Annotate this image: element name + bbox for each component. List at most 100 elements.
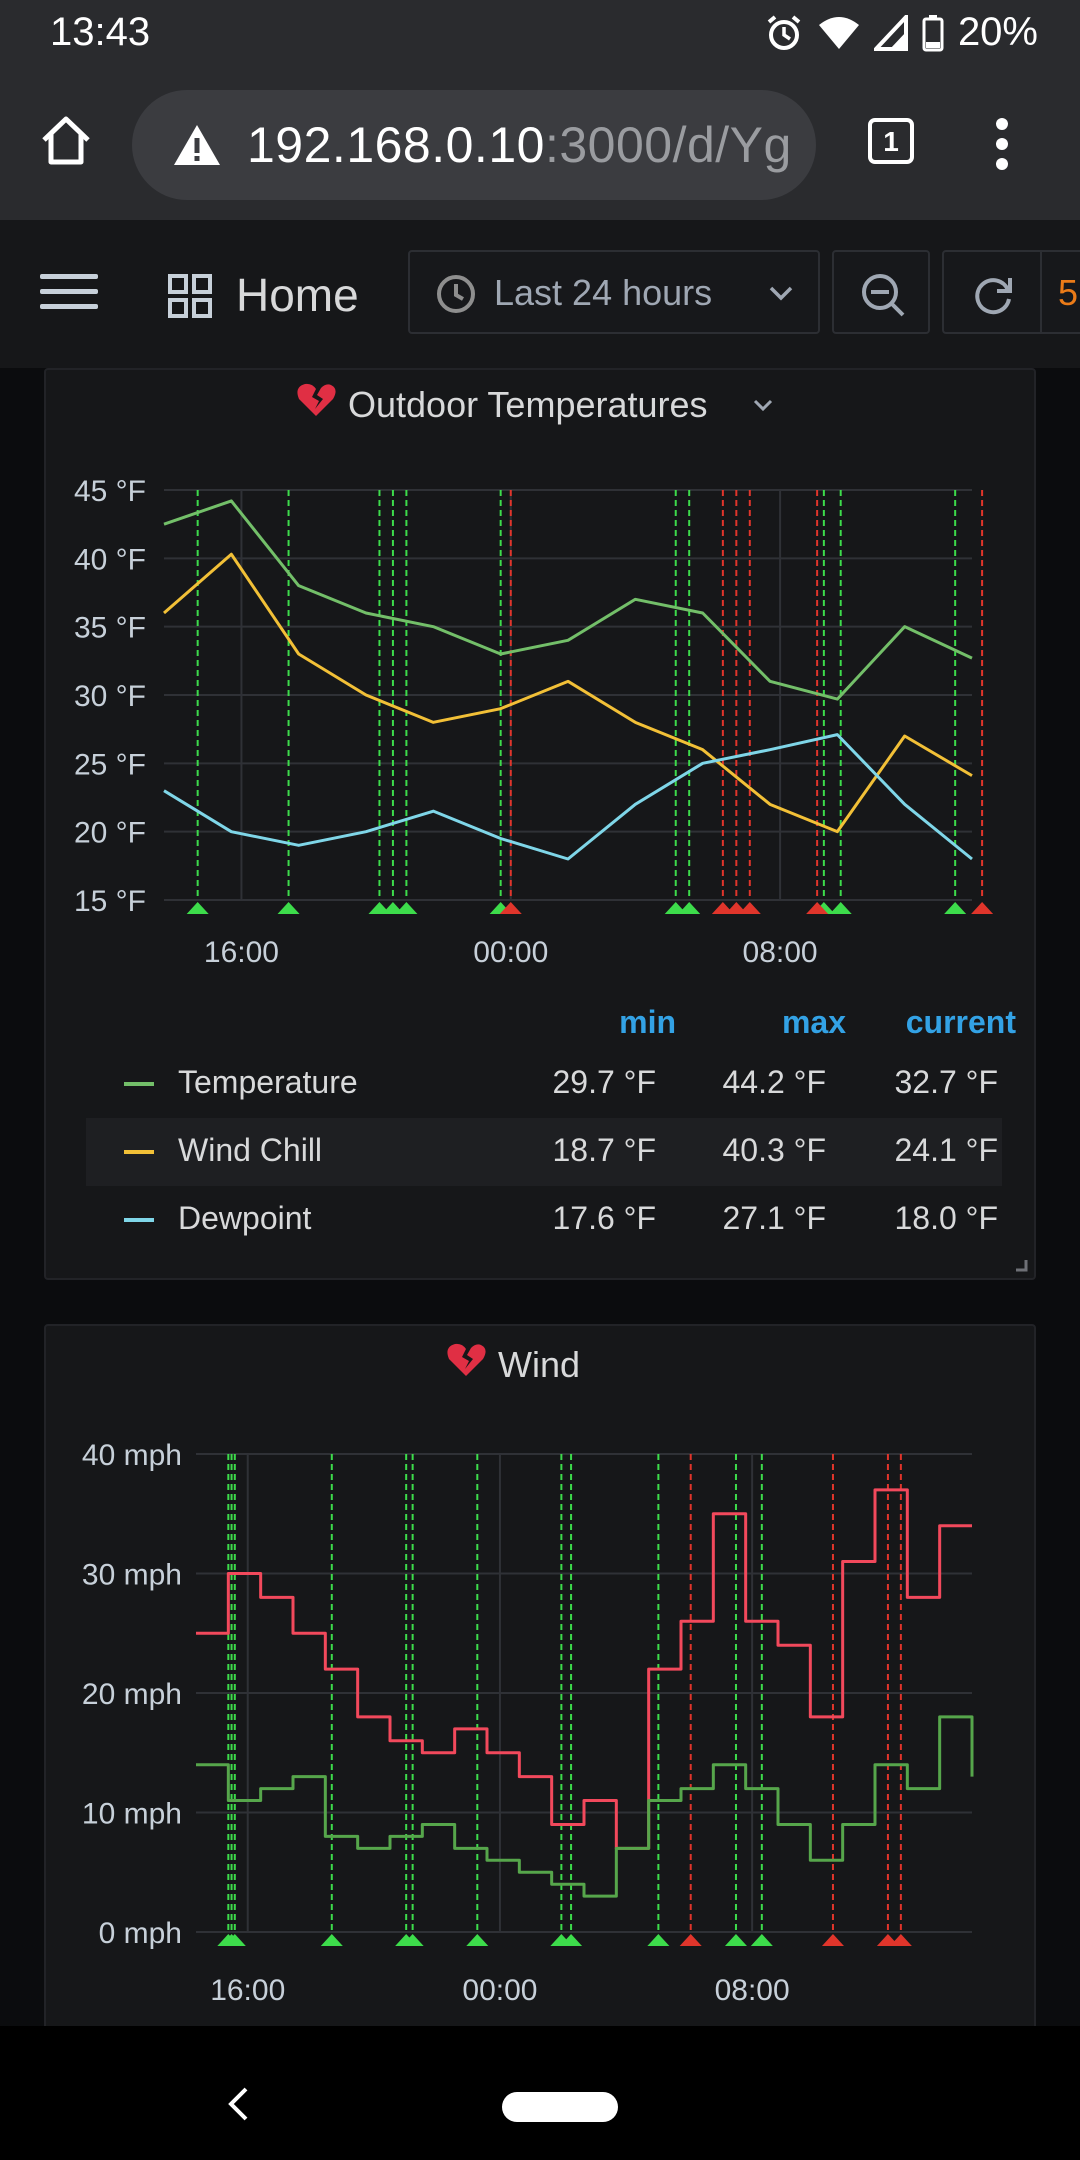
battery-percent: 20% xyxy=(957,10,1038,54)
alert-bad-marker xyxy=(499,902,522,914)
url-path: :3000/d/Yg xyxy=(544,117,792,173)
legend-current: 24.1 °F xyxy=(894,1132,998,1168)
y-tick-label: 25 °F xyxy=(74,748,146,781)
series-line-1 xyxy=(163,499,973,701)
x-tick-label: 08:00 xyxy=(715,1974,790,2007)
legend-row-wind-chill[interactable]: Wind Chill 18.7 °F 40.3 °F 24.1 °F xyxy=(86,1118,1002,1186)
home-icon[interactable] xyxy=(38,112,94,168)
legend-current: 32.7 °F xyxy=(894,1064,998,1100)
legend-series-name: Temperature xyxy=(178,1064,358,1100)
time-range-label: Last 24 hours xyxy=(494,272,713,313)
alert-ok-marker xyxy=(223,1934,246,1946)
y-tick-label: 0 mph xyxy=(99,1917,182,1950)
y-tick-label: 20 °F xyxy=(74,817,146,850)
alert-ok-marker xyxy=(944,902,967,914)
alert-bad-marker xyxy=(821,1934,844,1946)
y-tick-label: 15 °F xyxy=(74,885,146,918)
y-tick-label: 35 °F xyxy=(74,612,146,645)
alert-ok-marker xyxy=(395,902,418,914)
alert-ok-marker xyxy=(560,1934,583,1946)
series-line-2 xyxy=(163,552,973,834)
more-vert-icon[interactable] xyxy=(980,116,1024,172)
url-host: 192.168.0.10 xyxy=(247,117,545,173)
x-tick-label: 08:00 xyxy=(743,936,818,969)
signal-icon xyxy=(873,14,908,51)
alert-ok-marker xyxy=(647,1934,670,1946)
legend-series-name: Dewpoint xyxy=(178,1200,312,1236)
android-nav-bar xyxy=(0,2026,1080,2160)
clock-icon xyxy=(437,275,475,313)
legend-series-name: Wind Chill xyxy=(178,1132,323,1168)
legend-max: 27.1 °F xyxy=(722,1200,826,1236)
legend-swatch xyxy=(124,1150,154,1154)
legend-max: 40.3 °F xyxy=(722,1132,826,1168)
alert-ok-marker xyxy=(750,1934,773,1946)
dashboard-title[interactable]: Home xyxy=(236,269,359,321)
alert-ok-marker xyxy=(678,902,701,914)
time-range-picker[interactable]: Last 24 hours xyxy=(408,250,820,334)
y-tick-label: 30 °F xyxy=(74,680,146,713)
legend-swatch xyxy=(124,1218,154,1222)
refresh-interval[interactable]: 5 xyxy=(1058,272,1079,313)
series-line-3 xyxy=(163,733,973,861)
temperature-chart[interactable]: 15 °F 20 °F 25 °F 30 °F 35 °F 40 °F 45 °F 16:00… xyxy=(46,370,1034,990)
y-tick-label: 45 °F xyxy=(74,475,146,508)
legend-swatch xyxy=(124,1082,154,1086)
legend-current: 18.0 °F xyxy=(894,1200,998,1236)
menu-icon[interactable] xyxy=(40,272,98,312)
wind-panel: Wind 0 mph 10 mph 20 mph 30 mph 40 mph 16:00 0… xyxy=(44,1324,1036,2084)
url-bar[interactable]: 192.168.0.10:3000/d/Yg xyxy=(132,90,816,200)
alert-ok-marker xyxy=(320,1934,343,1946)
x-tick-label: 00:00 xyxy=(462,1974,537,2007)
broken-heart-icon xyxy=(297,383,336,416)
alert-ok-marker xyxy=(186,902,209,914)
status-bar: 13:43 20% xyxy=(0,0,1080,68)
home-gesture-pill[interactable] xyxy=(502,2092,618,2122)
legend-min: 29.7 °F xyxy=(552,1064,656,1100)
alert-ok-marker xyxy=(829,902,852,914)
panel-title[interactable]: Wind xyxy=(498,1344,581,1385)
alert-ok-marker xyxy=(401,1934,424,1946)
legend-header-max[interactable]: max xyxy=(781,1004,846,1040)
back-icon[interactable] xyxy=(226,2086,250,2122)
alert-bad-marker xyxy=(971,902,994,914)
alert-ok-marker xyxy=(277,902,300,914)
broken-heart-icon xyxy=(447,1343,486,1376)
alert-ok-marker xyxy=(466,1934,489,1946)
y-tick-label: 20 mph xyxy=(82,1678,182,1711)
refresh-button[interactable]: 5 xyxy=(942,250,1080,334)
alarm-icon xyxy=(767,14,801,50)
alert-bad-marker xyxy=(679,1934,702,1946)
alert-ok-marker xyxy=(724,1934,747,1946)
y-tick-label: 40 mph xyxy=(82,1439,182,1472)
y-tick-label: 40 °F xyxy=(74,543,146,576)
status-time: 13:43 xyxy=(50,10,151,54)
warning-icon xyxy=(174,125,220,165)
temperature-panel: Outdoor Temperatures 15 °F 20 °F 25 °F 30 °… xyxy=(44,368,1036,1280)
y-tick-label: 30 mph xyxy=(82,1559,182,1592)
alert-bad-marker xyxy=(738,902,761,914)
series-line-2 xyxy=(196,1715,974,1898)
resize-handle-icon[interactable] xyxy=(1014,1258,1028,1272)
alert-bad-marker xyxy=(889,1934,912,1946)
x-tick-label: 16:00 xyxy=(210,1974,285,2007)
zoom-out-button[interactable] xyxy=(832,250,930,334)
y-tick-label: 10 mph xyxy=(82,1798,182,1831)
dashboard-toolbar: Home Last 24 hours 5 xyxy=(0,220,1080,368)
legend-row-dewpoint[interactable]: Dewpoint 17.6 °F 27.1 °F 18.0 °F xyxy=(86,1186,1002,1254)
series-line-1 xyxy=(196,1488,972,1850)
wifi-icon xyxy=(818,16,859,49)
zoom-out-icon xyxy=(862,274,905,317)
alert-bad-marker xyxy=(806,902,829,914)
wind-chart[interactable]: 0 mph 10 mph 20 mph 30 mph 40 mph 16:00 00:00 0… xyxy=(46,1326,1034,2026)
legend-header-min[interactable]: min xyxy=(619,1004,676,1040)
legend-min: 17.6 °F xyxy=(552,1200,656,1236)
panel-title[interactable]: Outdoor Temperatures xyxy=(348,384,708,425)
legend-header-current[interactable]: current xyxy=(905,1004,1016,1040)
refresh-icon xyxy=(975,278,1012,315)
tab-switcher-button[interactable]: 1 xyxy=(868,118,914,164)
legend-row-temperature[interactable]: Temperature 29.7 °F 44.2 °F 32.7 °F xyxy=(86,1050,1002,1118)
button-divider xyxy=(1040,252,1042,332)
panel-menu-chevron-icon[interactable] xyxy=(752,398,774,414)
battery-icon xyxy=(922,14,944,51)
